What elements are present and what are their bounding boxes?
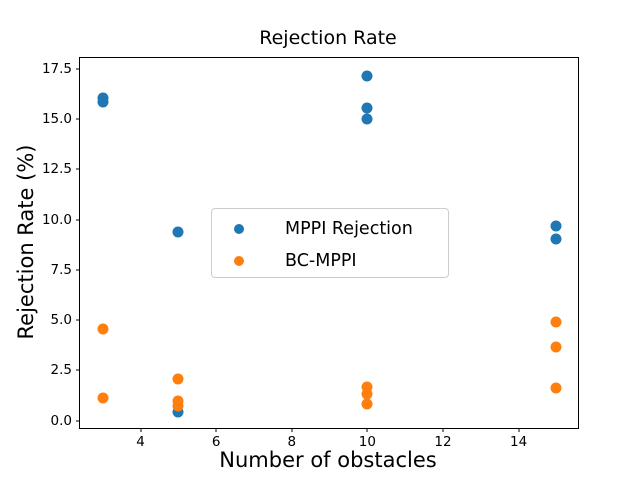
scatter-point bbox=[361, 70, 373, 82]
y-tick-mark bbox=[76, 369, 80, 371]
y-tick-mark bbox=[76, 269, 80, 271]
x-tick-label: 6 bbox=[211, 434, 221, 450]
x-tick-mark bbox=[215, 428, 217, 432]
y-tick-mark bbox=[76, 319, 80, 321]
x-tick-mark bbox=[518, 428, 520, 432]
x-tick-label: 10 bbox=[358, 434, 376, 450]
x-axis-label: Number of obstacles bbox=[219, 448, 437, 472]
scatter-point bbox=[97, 323, 109, 335]
x-tick-label: 4 bbox=[136, 434, 145, 450]
scatter-point bbox=[361, 381, 373, 393]
scatter-point bbox=[172, 226, 184, 238]
scatter-point bbox=[361, 102, 373, 114]
legend-item: BC-MPPI bbox=[212, 246, 448, 276]
y-tick-mark bbox=[76, 420, 80, 422]
legend-label: MPPI Rejection bbox=[285, 219, 413, 239]
y-tick-mark bbox=[76, 219, 80, 221]
y-tick-label: 12.5 bbox=[41, 161, 72, 178]
x-tick-mark bbox=[140, 428, 141, 432]
legend-item: MPPI Rejection bbox=[212, 214, 448, 244]
x-tick-mark bbox=[366, 428, 368, 432]
y-axis-label: Rejection Rate (%) bbox=[14, 144, 38, 340]
y-tick-label: 5.0 bbox=[50, 312, 72, 329]
plot-area: MPPI Rejection BC-MPPI 4 6 8 10 12 14 0.0 2.5 5.… bbox=[42, 57, 579, 450]
y-tick-label: 15.0 bbox=[41, 110, 72, 127]
x-tick-mark bbox=[291, 428, 293, 432]
scatter-point bbox=[550, 316, 562, 328]
scatter-point bbox=[550, 382, 562, 394]
scatter-point bbox=[361, 388, 373, 400]
y-tick-label: 10.0 bbox=[41, 211, 72, 228]
y-tick-label: 17.5 bbox=[41, 60, 72, 77]
x-tick-label: 12 bbox=[434, 434, 452, 450]
x-tick-label: 14 bbox=[510, 434, 528, 450]
x-tick-label: 8 bbox=[287, 434, 297, 450]
scatter-point bbox=[172, 406, 184, 418]
scatter-point bbox=[550, 220, 562, 232]
scatter-point bbox=[97, 392, 109, 404]
legend-marker-bc-mppi bbox=[234, 256, 244, 266]
scatter-point bbox=[550, 233, 562, 245]
y-tick-mark bbox=[76, 68, 80, 70]
chart-title: Rejection Rate bbox=[259, 27, 397, 49]
x-tick-mark bbox=[442, 428, 444, 432]
y-tick-mark bbox=[76, 118, 80, 120]
y-tick-label: 0.0 bbox=[50, 412, 72, 429]
scatter-point bbox=[172, 373, 184, 384]
scatter-point bbox=[550, 341, 562, 353]
legend: MPPI Rejection BC-MPPI bbox=[211, 208, 449, 278]
y-tick-label: 7.5 bbox=[50, 261, 72, 278]
scatter-point bbox=[97, 96, 109, 108]
legend-marker-mppi-rejection bbox=[234, 224, 244, 234]
scatter-point bbox=[361, 398, 373, 410]
scatter-point bbox=[172, 400, 184, 412]
scatter-point bbox=[361, 113, 373, 125]
y-tick-mark bbox=[76, 168, 80, 170]
legend-label: BC-MPPI bbox=[285, 251, 357, 271]
y-tick-label: 2.5 bbox=[50, 362, 72, 379]
